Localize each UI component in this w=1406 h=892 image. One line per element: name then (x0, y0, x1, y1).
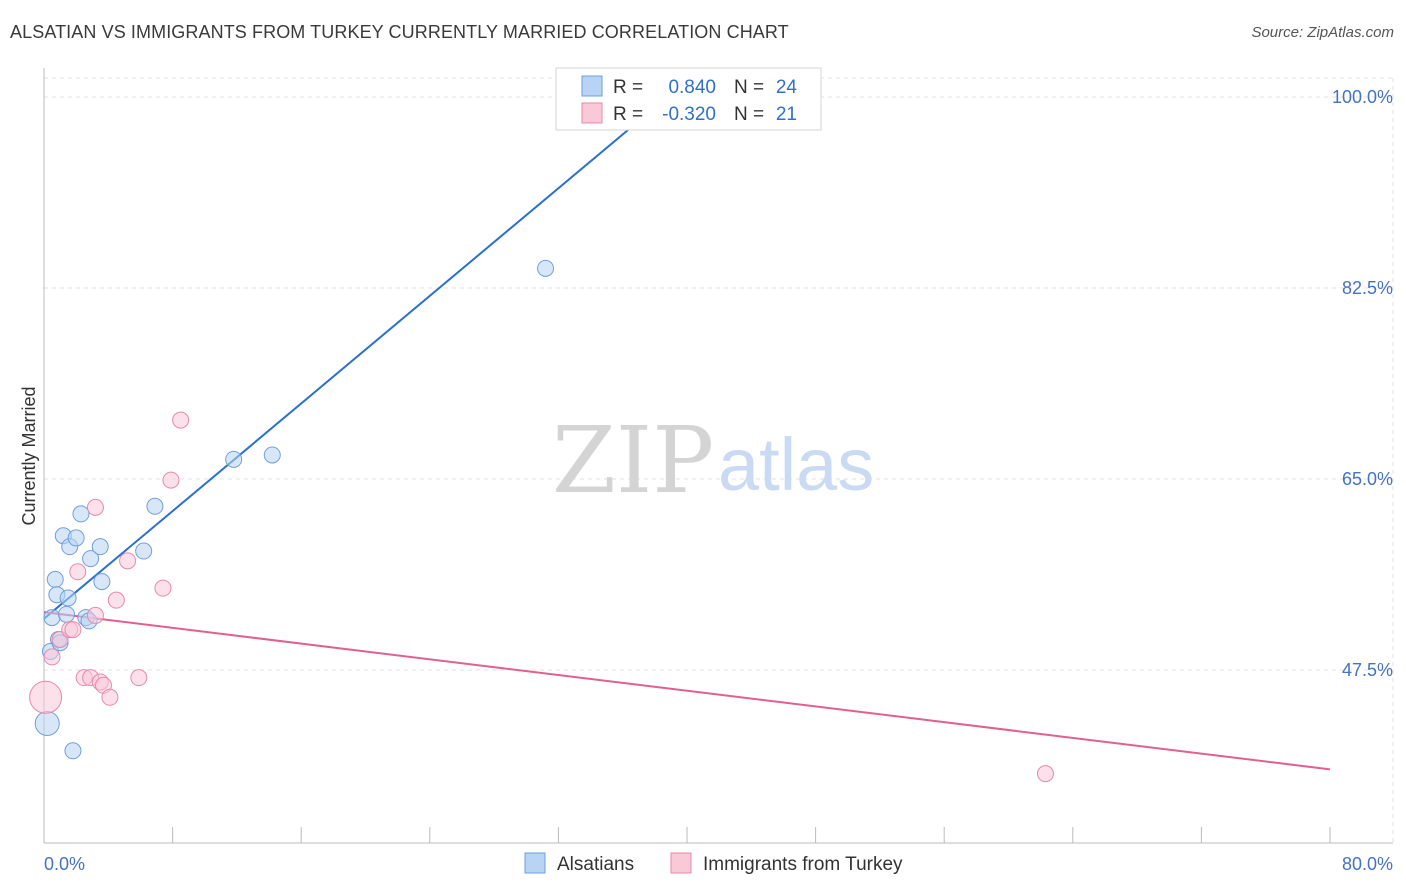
bottom-legend-label-turkey: Immigrants from Turkey (703, 854, 903, 875)
legend-r-label-1: R = (613, 77, 643, 98)
data-point-turkey (86, 606, 104, 624)
trend-line-turkey (43, 611, 1331, 771)
data-point-alsatians (72, 505, 90, 523)
data-point-alsatians (67, 529, 85, 547)
bottom-legend-label-alsatians: Alsatians (557, 854, 634, 875)
legend-swatch-turkey (581, 102, 603, 124)
data-point-alsatians (43, 609, 61, 627)
data-point-alsatians (34, 710, 60, 736)
chart-title: ALSATIAN VS IMMIGRANTS FROM TURKEY CURRE… (10, 22, 789, 42)
source-credit: Source: ZipAtlas.com (1251, 24, 1394, 41)
legend-r-value-2: -0.320 (662, 104, 716, 125)
legend-n-value-2: 21 (776, 104, 797, 125)
y-tick-labels: 100.0% 82.5% 65.0% 47.5% (1332, 87, 1393, 680)
watermark-atlas: atlas (718, 423, 874, 506)
data-point-turkey (101, 688, 119, 706)
data-point-alsatians (146, 497, 164, 515)
data-point-alsatians (91, 538, 109, 556)
data-point-alsatians (82, 550, 100, 568)
legend-swatch-alsatians (581, 75, 603, 97)
data-point-turkey (64, 621, 82, 639)
trend-lines (43, 79, 1331, 771)
legend-r-label-2: R = (613, 104, 643, 125)
y-axis-label: Currently Married (19, 386, 39, 525)
y-tick-label: 47.5% (1342, 660, 1393, 680)
data-points (29, 259, 1054, 783)
data-point-alsatians (58, 605, 76, 623)
legend-n-value-1: 24 (776, 77, 798, 98)
y-tick-label: 100.0% (1332, 87, 1393, 107)
bottom-legend-swatch-turkey (670, 852, 692, 874)
x-tick-labels: 0.0% 80.0% (44, 854, 1393, 874)
legend-n-label-1: N = (734, 77, 764, 98)
data-point-alsatians (537, 259, 555, 277)
data-point-alsatians (64, 742, 82, 760)
trend-line-alsatians (43, 79, 688, 620)
data-point-alsatians (93, 573, 111, 591)
y-tick-label: 65.0% (1342, 469, 1393, 489)
data-point-turkey (29, 680, 63, 714)
bottom-legend-swatch-alsatians (524, 852, 546, 874)
data-point-turkey (107, 591, 125, 609)
data-point-turkey (43, 648, 61, 666)
data-point-alsatians (59, 589, 77, 607)
data-point-turkey (172, 411, 190, 429)
legend-n-label-2: N = (734, 104, 764, 125)
data-point-turkey (69, 563, 87, 581)
data-point-turkey (86, 498, 104, 516)
data-point-alsatians (225, 450, 243, 468)
watermark-zip: ZIP (552, 407, 714, 514)
x-tick-label: 0.0% (44, 854, 85, 874)
legend-r-value-1: 0.840 (668, 77, 716, 98)
x-tick-label: 80.0% (1342, 854, 1393, 874)
bottom-legend: Alsatians Immigrants from Turkey (524, 852, 903, 875)
data-point-alsatians (135, 542, 153, 560)
data-point-turkey (1036, 765, 1054, 783)
data-point-turkey (154, 579, 172, 597)
data-point-alsatians (263, 446, 281, 464)
legend: R = 0.840 N = 24 R = -0.320 N = 21 (555, 67, 822, 131)
data-point-turkey (130, 669, 148, 687)
data-point-alsatians (46, 570, 64, 588)
data-point-turkey (119, 552, 137, 570)
axes (43, 68, 1393, 844)
data-point-turkey (162, 471, 180, 489)
y-tick-label: 82.5% (1342, 278, 1393, 298)
